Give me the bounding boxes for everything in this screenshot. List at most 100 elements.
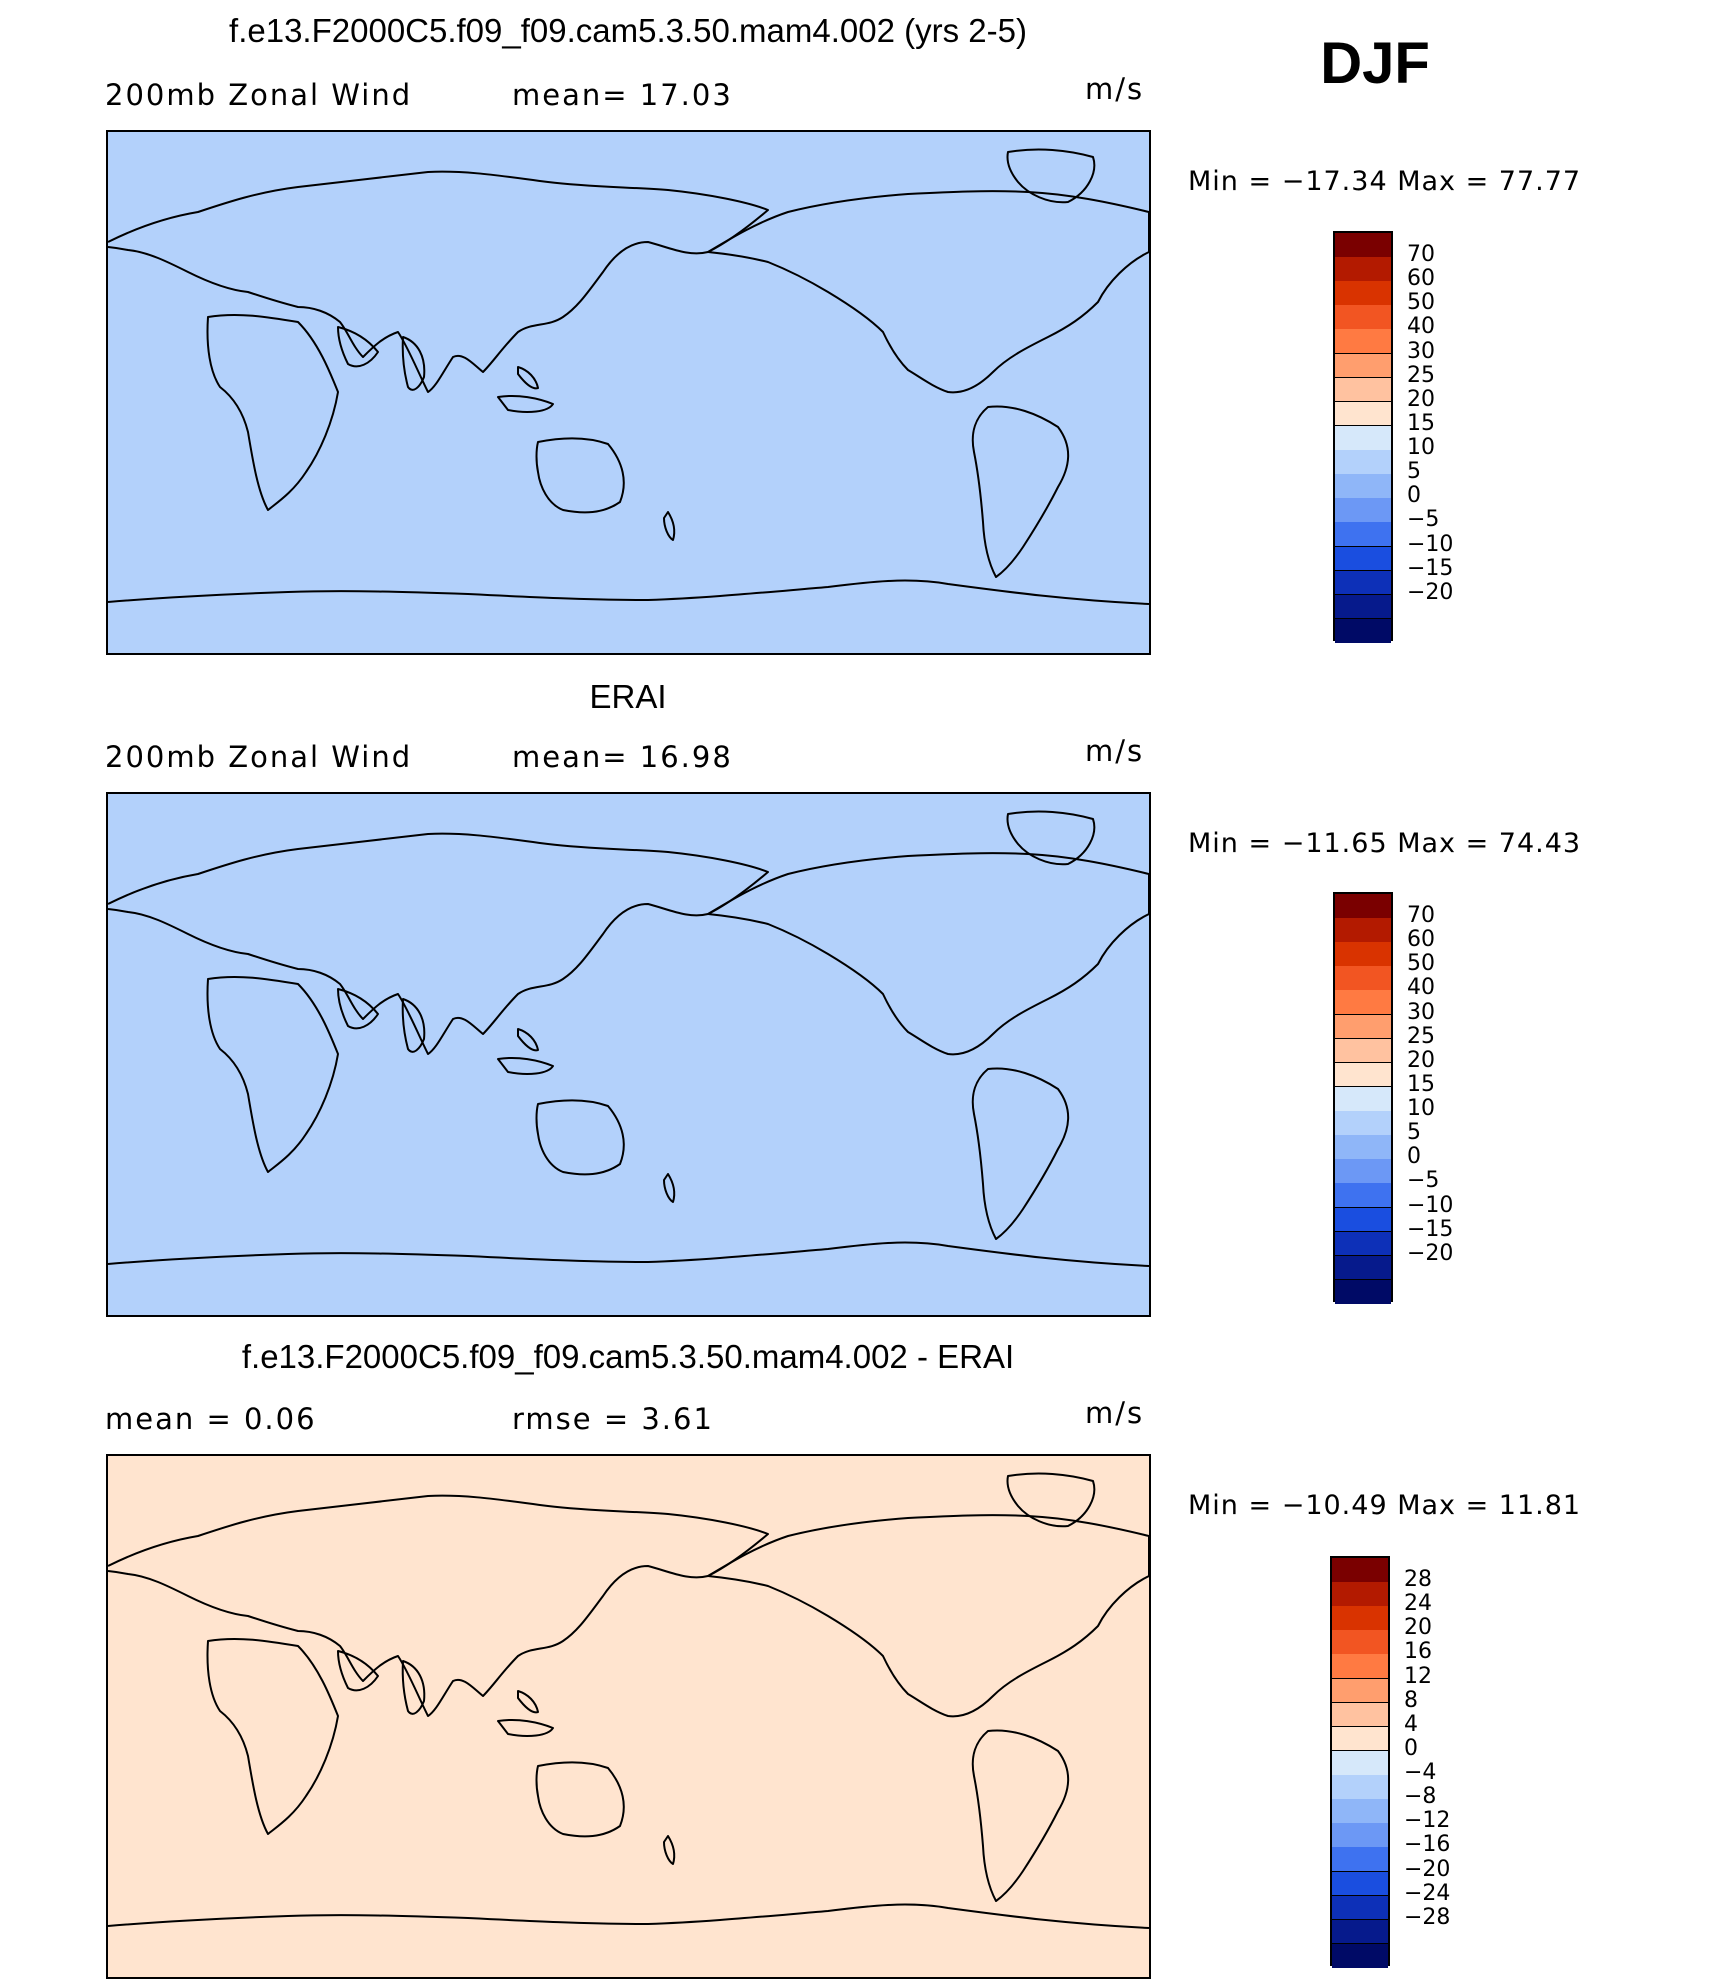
colorbar-swatch bbox=[1335, 353, 1391, 379]
colorbar-swatch bbox=[1332, 1606, 1388, 1631]
colorbar-tick-label: 25 bbox=[1407, 362, 1435, 388]
colorbar-swatch bbox=[1335, 1231, 1391, 1257]
colorbar-tick-label: −5 bbox=[1407, 507, 1440, 533]
panel-2-minmax: Min = −11.65 Max = 74.43 bbox=[1188, 828, 1582, 859]
panel-1-contour-map bbox=[108, 132, 1149, 653]
colorbar-swatch bbox=[1335, 1207, 1391, 1233]
colorbar-tick-label: −15 bbox=[1407, 1216, 1454, 1242]
colorbar-swatch bbox=[1332, 1919, 1388, 1945]
panel-3-contour-map bbox=[108, 1456, 1149, 1977]
colorbar-swatch bbox=[1332, 1630, 1388, 1655]
colorbar-swatch bbox=[1332, 1702, 1388, 1728]
colorbar-tick-label: 30 bbox=[1407, 999, 1435, 1025]
colorbar-swatch bbox=[1335, 377, 1391, 403]
panel-1-title: f.e13.F2000C5.f09_f09.cam5.3.50.mam4.002… bbox=[229, 12, 1027, 49]
panel-1-minmax: Min = −17.34 Max = 77.77 bbox=[1188, 166, 1582, 197]
colorbar-tick-label: −28 bbox=[1404, 1904, 1451, 1930]
colorbar-swatch bbox=[1332, 1823, 1388, 1848]
colorbar-tick-label: 60 bbox=[1407, 927, 1435, 953]
colorbar-tick-label: −20 bbox=[1407, 579, 1454, 605]
colorbar-swatch bbox=[1332, 1582, 1388, 1607]
colorbar-swatch bbox=[1332, 1558, 1388, 1583]
colorbar-tick-label: 0 bbox=[1407, 1144, 1421, 1170]
panel-1-variable-label: 200mb Zonal Wind bbox=[105, 78, 413, 112]
panel-1-units: m/s bbox=[1085, 72, 1145, 106]
colorbar-tick-label: −24 bbox=[1404, 1880, 1451, 1906]
colorbar-swatch bbox=[1335, 918, 1391, 943]
colorbar-swatch bbox=[1335, 618, 1391, 644]
colorbar-swatch bbox=[1335, 1183, 1391, 1209]
colorbar-swatch bbox=[1335, 305, 1391, 330]
panel-2-contour-map bbox=[108, 794, 1149, 1315]
colorbar-tick-label: −12 bbox=[1404, 1808, 1451, 1834]
colorbar-tick-label: −8 bbox=[1404, 1784, 1437, 1810]
colorbar-swatch bbox=[1332, 1847, 1388, 1873]
colorbar-swatch bbox=[1335, 1255, 1391, 1281]
colorbar-tick-label: 20 bbox=[1407, 386, 1435, 412]
panel-3-title: f.e13.F2000C5.f09_f09.cam5.3.50.mam4.002… bbox=[241, 1338, 1015, 1375]
colorbar-swatch bbox=[1335, 450, 1391, 475]
colorbar-tick-label: 12 bbox=[1404, 1663, 1432, 1689]
colorbar-tick-label: 20 bbox=[1404, 1615, 1432, 1641]
colorbar-swatch bbox=[1335, 233, 1391, 258]
colorbar-tick-label: 15 bbox=[1407, 1071, 1435, 1097]
colorbar-bar bbox=[1333, 892, 1393, 1305]
panel-2-variable-label: 200mb Zonal Wind bbox=[105, 740, 413, 774]
colorbar-tick-label: 10 bbox=[1407, 435, 1435, 461]
colorbar-swatch bbox=[1335, 990, 1391, 1016]
colorbar-tick-label: 40 bbox=[1407, 314, 1435, 340]
panel-1-mean-label: mean= 17.03 bbox=[512, 78, 733, 112]
colorbar-tick-label: 60 bbox=[1407, 266, 1435, 292]
colorbar-tick-label: −10 bbox=[1407, 1192, 1454, 1218]
colorbar-tick-label: 70 bbox=[1407, 903, 1435, 929]
colorbar-swatch bbox=[1335, 1279, 1391, 1305]
colorbar-swatch bbox=[1332, 1895, 1388, 1921]
colorbar-swatch bbox=[1335, 498, 1391, 523]
colorbar-tick-label: 0 bbox=[1407, 483, 1421, 509]
colorbar-swatch bbox=[1335, 425, 1391, 451]
colorbar-swatch bbox=[1335, 942, 1391, 967]
colorbar-swatch bbox=[1335, 474, 1391, 499]
panel-2-units: m/s bbox=[1085, 734, 1145, 768]
colorbar-tick-label: 30 bbox=[1407, 338, 1435, 364]
panel-3-units: m/s bbox=[1085, 1396, 1145, 1430]
colorbar-bar bbox=[1330, 1556, 1390, 1969]
colorbar-tick-label: −15 bbox=[1407, 555, 1454, 581]
colorbar-swatch bbox=[1335, 1038, 1391, 1064]
panel-3-rmse-label: rmse = 3.61 bbox=[512, 1402, 714, 1436]
colorbar-tick-label: 16 bbox=[1404, 1639, 1432, 1665]
colorbar-swatch bbox=[1335, 1014, 1391, 1040]
colorbar-tick-label: 15 bbox=[1407, 410, 1435, 436]
colorbar-tick-label: 50 bbox=[1407, 951, 1435, 977]
colorbar-swatch bbox=[1332, 1750, 1388, 1776]
colorbar-bar bbox=[1333, 231, 1393, 644]
colorbar-swatch bbox=[1332, 1943, 1388, 1969]
colorbar-swatch bbox=[1332, 1775, 1388, 1800]
colorbar-tick-label: 70 bbox=[1407, 242, 1435, 268]
colorbar-swatch bbox=[1335, 1111, 1391, 1136]
colorbar-tick-label: 20 bbox=[1407, 1047, 1435, 1073]
panel-2-map bbox=[106, 792, 1151, 1317]
colorbar-tick-label: 50 bbox=[1407, 290, 1435, 316]
colorbar-swatch bbox=[1335, 522, 1391, 548]
colorbar-tick-label: −4 bbox=[1404, 1760, 1437, 1786]
panel-3-minmax: Min = −10.49 Max = 11.81 bbox=[1188, 1490, 1582, 1521]
panel-1-map bbox=[106, 130, 1151, 655]
colorbar-swatch bbox=[1335, 257, 1391, 282]
colorbar-swatch bbox=[1335, 329, 1391, 355]
colorbar-tick-label: 5 bbox=[1407, 459, 1421, 485]
colorbar-swatch bbox=[1335, 1159, 1391, 1184]
colorbar-swatch bbox=[1332, 1799, 1388, 1824]
colorbar-swatch bbox=[1335, 966, 1391, 991]
colorbar-swatch bbox=[1335, 281, 1391, 306]
colorbar-swatch bbox=[1335, 1086, 1391, 1112]
colorbar-swatch bbox=[1335, 1135, 1391, 1160]
colorbar-swatch bbox=[1332, 1871, 1388, 1897]
colorbar-tick-label: 8 bbox=[1404, 1687, 1418, 1713]
colorbar-tick-label: 25 bbox=[1407, 1023, 1435, 1049]
colorbar-swatch bbox=[1332, 1678, 1388, 1704]
colorbar-swatch bbox=[1335, 1062, 1391, 1088]
colorbar-tick-label: −5 bbox=[1407, 1168, 1440, 1194]
colorbar-tick-label: −20 bbox=[1407, 1240, 1454, 1266]
colorbar-tick-label: 10 bbox=[1407, 1096, 1435, 1122]
